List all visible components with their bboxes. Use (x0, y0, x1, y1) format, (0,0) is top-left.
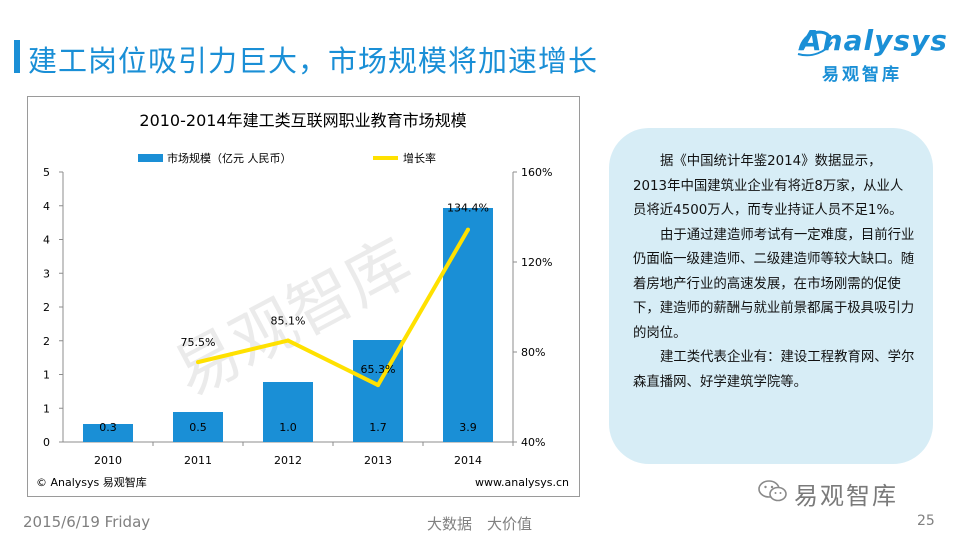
chart-frame: 易观智库 2010-2014年建工类互联网职业教育市场规模 市场规模（亿元 人民… (27, 96, 580, 497)
info-panel: 据《中国统计年鉴2014》数据显示，2013年中国建筑业企业有将近8万家，从业人… (609, 128, 933, 464)
wechat-name: 易观智库 (794, 482, 898, 510)
growth-point (196, 360, 200, 365)
growth-point (466, 227, 470, 232)
bar-value-label: 3.9 (459, 421, 477, 434)
left-tick-label: 3 (43, 267, 50, 280)
legend-line-label: 增长率 (403, 151, 436, 165)
page-title: 建工岗位吸引力巨大，市场规模将加速增长 (28, 44, 599, 78)
info-paragraph: 建工类代表企业有：建设工程教育网、学尔森直播网、好学建筑学院等。 (633, 350, 915, 390)
left-tick-label: 5 (43, 166, 50, 179)
x-tick-label: 2010 (94, 454, 122, 467)
left-tick-label: 1 (43, 402, 50, 415)
logo-wordmark: Analysys (800, 24, 948, 57)
x-tick-label: 2013 (364, 454, 392, 467)
growth-value-label: 134.4% (447, 202, 489, 215)
info-paragraph: 由于通过建造师考试有一定难度，目前行业仍面临一级建造师、二级建造师等较大缺口。随… (633, 227, 915, 341)
x-tick-label: 2014 (454, 454, 482, 467)
info-paragraph: 据《中国统计年鉴2014》数据显示，2013年中国建筑业企业有将近8万家，从业人… (633, 154, 904, 218)
logo-chinese-name: 易观智库 (822, 65, 902, 85)
legend-bar-swatch (138, 154, 163, 162)
growth-point (286, 338, 290, 343)
growth-point (376, 383, 380, 388)
growth-line-series: 75.5% 85.1% 65.3% 134.4% (181, 202, 489, 388)
left-tick-label: 2 (43, 301, 50, 314)
left-tick-label: 0 (43, 436, 50, 449)
page-number: 25 (917, 513, 935, 529)
right-tick-label: 120% (521, 256, 552, 269)
bar (83, 424, 133, 442)
right-tick-label: 160% (521, 166, 552, 179)
source-left: © Analysys 易观智库 (36, 475, 147, 489)
bar-value-label: 1.0 (279, 421, 297, 434)
growth-line (197, 228, 470, 388)
bar (443, 208, 493, 442)
source-right: www.analysys.cn (475, 476, 569, 489)
bar (263, 382, 313, 442)
growth-value-label: 85.1% (271, 315, 306, 328)
left-tick-label: 4 (43, 200, 50, 213)
growth-value-label: 65.3% (361, 363, 396, 376)
left-tick-label: 4 (43, 234, 50, 247)
logo-swoosh-icon (797, 30, 833, 57)
bar (173, 412, 223, 442)
chart-title: 2010-2014年建工类互联网职业教育市场规模 (139, 111, 466, 130)
bar-value-label: 0.5 (189, 421, 207, 434)
right-tick-label: 40% (521, 436, 545, 449)
left-tick-label: 1 (43, 369, 50, 382)
x-tick-label: 2012 (274, 454, 302, 467)
footer-slogan: 大数据 大价值 (427, 515, 533, 533)
footer-date: 2015/6/19 Friday (23, 513, 151, 531)
growth-value-label: 75.5% (181, 336, 216, 349)
wechat-badge: 易观智库 (758, 474, 938, 510)
left-tick-label: 2 (43, 335, 50, 348)
market-size-chart: 易观智库 2010-2014年建工类互联网职业教育市场规模 市场规模（亿元 人民… (36, 111, 569, 489)
legend-bar-label: 市场规模（亿元 人民币） (167, 151, 292, 165)
wechat-icon (758, 480, 787, 502)
bar-value-label: 0.3 (99, 421, 117, 434)
right-tick-label: 80% (521, 346, 545, 359)
chart-legend: 市场规模（亿元 人民币） 增长率 (138, 151, 436, 165)
info-text: 据《中国统计年鉴2014》数据显示，2013年中国建筑业企业有将近8万家，从业人… (633, 150, 915, 395)
bar-value-label: 1.7 (369, 421, 387, 434)
x-tick-label: 2011 (184, 454, 212, 467)
chart-axes: 0 1 1 2 2 3 4 4 5 40% 80% 120% 160% 2010 2011 2012 2013 2… (43, 166, 552, 467)
title-accent-bar (14, 40, 20, 73)
analysys-logo: Analysys 易观智库 (796, 24, 948, 85)
